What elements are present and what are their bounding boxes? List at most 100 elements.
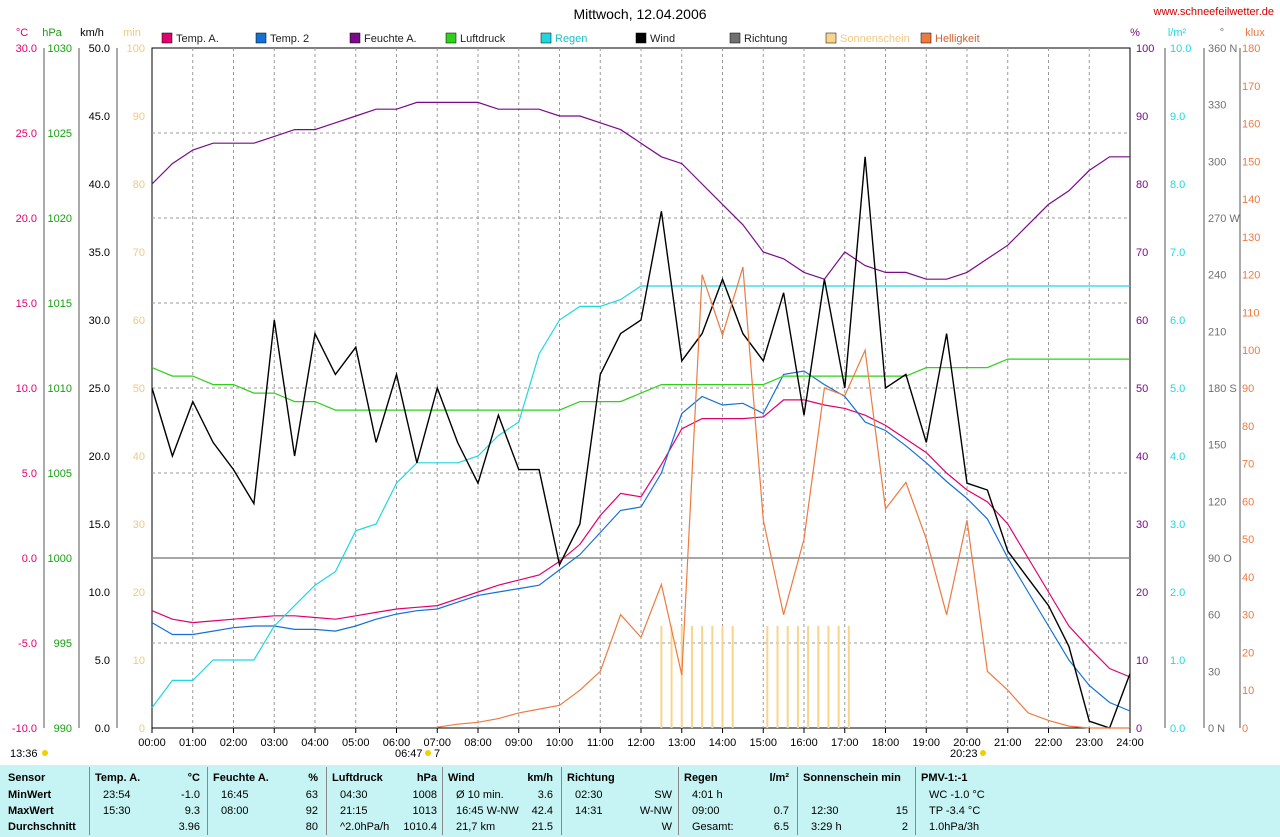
tick-label-direction: 360 N <box>1208 43 1237 55</box>
stats-separator <box>89 767 90 835</box>
stats-separator <box>561 767 562 835</box>
tick-label-pressure: 990 <box>54 723 72 735</box>
stats-header: Wind <box>448 772 475 784</box>
tick-label-rain: 8.0 <box>1170 179 1185 191</box>
legend-swatch <box>825 32 837 44</box>
tick-label-direction: 90 O <box>1208 553 1232 565</box>
unit-label-brightness: klux <box>1245 27 1265 39</box>
legend-label: Temp. 2 <box>270 33 309 45</box>
x-tick-label: 06:00 <box>383 737 411 749</box>
series-line-wind <box>151 156 1131 729</box>
unit-label-rain: l/m² <box>1168 27 1187 39</box>
tick-label-sun: 20 <box>133 587 145 599</box>
x-tick-label: 17:00 <box>831 737 859 749</box>
stats-time: 04:30 <box>340 789 368 801</box>
tick-label-brightness: 170 <box>1242 81 1260 93</box>
site-link[interactable]: www.schneefeilwetter.de <box>1153 6 1274 18</box>
tick-label-sun: 90 <box>133 111 145 123</box>
tick-label-direction: 330 <box>1208 100 1226 112</box>
tick-label-rain: 4.0 <box>1170 451 1185 463</box>
tick-label-brightness: 110 <box>1242 307 1260 319</box>
stats-separator <box>442 767 443 835</box>
stats-time: 16:45 <box>221 789 249 801</box>
stats-value: 92 <box>305 805 318 817</box>
stats-time: 15:30 <box>103 805 131 817</box>
stats-header: Richtung <box>567 772 615 784</box>
tick-label-wind: 10.0 <box>89 587 110 599</box>
legend-label: Sonnenschein <box>840 33 910 45</box>
stats-header: Luftdruck <box>332 772 383 784</box>
tick-label-direction: 300 <box>1208 156 1226 168</box>
stats-time: 1.0hPa/3h <box>929 821 980 833</box>
axes: 30.025.020.015.010.05.00.0-5.0-10.0°C103… <box>12 27 1265 735</box>
tick-label-sun: 30 <box>133 519 145 531</box>
stats-separator <box>326 767 327 835</box>
stats-value: 6.5 <box>773 821 789 833</box>
tick-label-pressure: 1020 <box>48 213 72 225</box>
tick-label-pressure: 1015 <box>48 298 72 310</box>
stats-value <box>684 787 789 803</box>
stats-value <box>921 819 1041 835</box>
stats-header: Regen <box>684 772 718 784</box>
tick-label-brightness: 50 <box>1242 534 1254 546</box>
stats-time: 09:00 <box>692 805 720 817</box>
series-line-temp-2 <box>151 370 1131 712</box>
stats-unit: km/h <box>527 772 553 784</box>
stats-value: 2 <box>901 821 908 833</box>
tick-label-direction: 270 W <box>1208 213 1240 225</box>
tick-label-direction: 180 S <box>1208 383 1237 395</box>
tick-label-brightness: 40 <box>1242 572 1254 584</box>
tick-label-brightness: 30 <box>1242 610 1254 622</box>
tick-label-sun: 10 <box>133 655 145 667</box>
stats-header: PMV-1:-1 <box>921 772 968 784</box>
unit-label-temp: °C <box>16 27 28 39</box>
tick-label-brightness: 100 <box>1242 345 1260 357</box>
tick-label-humidity: 50 <box>1136 383 1148 395</box>
x-tick-label: 03:00 <box>260 737 288 749</box>
stats-value: 63 <box>305 789 318 801</box>
legend-swatch <box>445 32 457 44</box>
tick-label-temp: -10.0 <box>12 723 37 735</box>
tick-label-direction: 210 <box>1208 326 1226 338</box>
legend-label: Richtung <box>744 33 787 45</box>
x-tick-label: 22:00 <box>1035 737 1063 749</box>
weather-chart: Mittwoch, 12.04.2006 Temp. A. Temp. 2 Feuc… <box>10 6 1265 760</box>
tick-label-sun: 40 <box>133 451 145 463</box>
tick-label-brightness: 20 <box>1242 647 1254 659</box>
stats-value: 42.4 <box>531 805 553 817</box>
tick-label-rain: 3.0 <box>1170 519 1185 531</box>
tick-label-pressure: 1030 <box>48 43 72 55</box>
tick-label-humidity: 100 <box>1136 43 1154 55</box>
tick-label-sun: 0 <box>139 723 145 735</box>
stats-row-label: MaxWert <box>8 805 54 817</box>
tick-label-brightness: 180 <box>1242 43 1260 55</box>
tick-label-brightness: 10 <box>1242 685 1254 697</box>
stats-row-label: Durchschnitt <box>8 821 76 833</box>
tick-label-humidity: 20 <box>1136 587 1148 599</box>
tick-label-rain: 6.0 <box>1170 315 1185 327</box>
stats-value: 21.5 <box>531 821 553 833</box>
tick-label-humidity: 80 <box>1136 179 1148 191</box>
sunset-label: 20:23 <box>950 748 978 760</box>
tick-label-direction: 240 <box>1208 270 1226 282</box>
legend-swatch <box>635 32 647 44</box>
tick-label-temp: 0.0 <box>22 553 37 565</box>
tick-label-pressure: 995 <box>54 638 72 650</box>
series-line-feuchte-a- <box>151 101 1130 280</box>
tick-label-direction: 60 <box>1208 610 1220 622</box>
stats-time: 3:29 h <box>811 821 842 833</box>
tick-label-pressure: 1025 <box>48 128 72 140</box>
tick-label-wind: 25.0 <box>89 383 110 395</box>
series-line-helligkeit <box>437 266 1130 729</box>
tick-label-wind: 20.0 <box>89 451 110 463</box>
tick-label-brightness: 90 <box>1242 383 1254 395</box>
stats-value: SW <box>654 789 672 801</box>
stats-separator <box>797 767 798 835</box>
stats-time: WC -1.0 °C <box>929 789 985 801</box>
x-tick-label: 21:00 <box>994 737 1022 749</box>
stats-separator <box>678 767 679 835</box>
stats-value: W <box>661 821 672 833</box>
tick-label-humidity: 60 <box>1136 315 1148 327</box>
tick-label-brightness: 120 <box>1242 270 1260 282</box>
stats-value: 0.7 <box>773 805 789 817</box>
